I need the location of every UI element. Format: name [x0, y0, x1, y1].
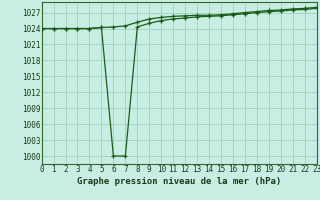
X-axis label: Graphe pression niveau de la mer (hPa): Graphe pression niveau de la mer (hPa) — [77, 177, 281, 186]
